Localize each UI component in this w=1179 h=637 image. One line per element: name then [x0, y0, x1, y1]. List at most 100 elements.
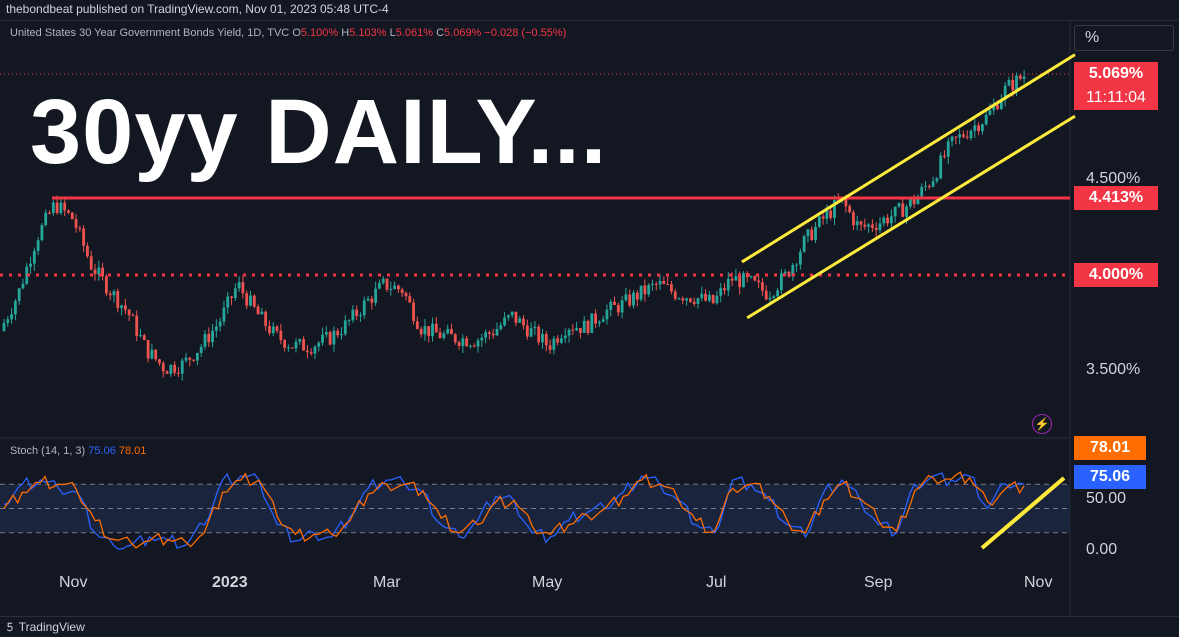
candle-body — [988, 110, 992, 115]
candle-body — [59, 202, 63, 214]
candle-body — [283, 340, 287, 348]
candle-body — [859, 221, 863, 225]
candle-body — [381, 278, 385, 283]
candle-body — [871, 224, 874, 228]
candle-body — [264, 311, 268, 326]
stoch-trendline — [980, 476, 1066, 550]
candle-body — [582, 320, 586, 333]
candle-body — [419, 328, 423, 335]
candle-body — [795, 264, 798, 266]
candle-body — [491, 333, 495, 336]
candle-body — [67, 210, 70, 213]
candle-body — [362, 300, 366, 316]
stoch-tick-0: 0.00 — [1086, 541, 1118, 558]
candle-body — [74, 219, 78, 228]
candle-body — [552, 338, 556, 350]
candle-body — [506, 315, 510, 318]
candle-body — [218, 321, 222, 327]
lightning-icon[interactable]: ⚡ — [1032, 414, 1052, 434]
candle-body — [199, 346, 203, 353]
low-value: 5.061% — [395, 27, 434, 39]
stoch-legend[interactable]: Stoch (14, 1, 3) 75.06 78.01 — [10, 445, 146, 457]
candle-body — [814, 226, 817, 241]
candle-body — [893, 206, 897, 217]
candle-body — [529, 328, 533, 337]
candle-body — [324, 332, 328, 335]
candle-body — [82, 228, 86, 246]
candle-body — [32, 250, 36, 264]
candle-body — [120, 305, 123, 309]
open-value: 5.100% — [300, 27, 339, 39]
stoch-k-tag: 75.06 — [1074, 465, 1146, 489]
candle-body — [347, 320, 351, 322]
candle-body — [370, 298, 374, 303]
candle-body — [294, 341, 298, 349]
candle-body — [723, 288, 726, 291]
candle-body — [336, 330, 340, 336]
candle-body — [662, 280, 666, 284]
candle-body — [131, 315, 135, 317]
candle-body — [476, 340, 480, 347]
candle-body — [510, 311, 514, 316]
candle-body — [677, 298, 681, 300]
candle-body — [912, 199, 916, 205]
candle-body — [446, 328, 450, 334]
candle-body — [567, 329, 571, 336]
candle-body — [1018, 75, 1022, 79]
stoch-band — [0, 483, 1070, 534]
candle-body — [700, 293, 704, 299]
candle-body — [613, 301, 616, 305]
candle-body — [188, 357, 192, 360]
candle-body — [237, 282, 241, 289]
candle-body — [609, 301, 613, 310]
candle-body — [21, 283, 25, 289]
candle-body — [571, 329, 575, 331]
candle-body — [6, 319, 10, 323]
candle-body — [992, 104, 996, 111]
candle-body — [340, 334, 343, 336]
candle-body — [279, 330, 283, 341]
candle-body — [647, 284, 651, 295]
candle-body — [817, 216, 821, 227]
stoch-k-value: 75.06 — [88, 445, 116, 457]
candle-body — [180, 360, 184, 374]
candle-body — [696, 298, 700, 305]
candle-body — [855, 221, 859, 226]
candle-body — [802, 236, 806, 252]
candle-body — [897, 203, 901, 207]
candle-body — [810, 229, 814, 241]
candle-body — [901, 203, 905, 217]
percent-scale-button[interactable]: % — [1074, 25, 1174, 51]
symbol-legend[interactable]: United States 30 Year Government Bonds Y… — [10, 27, 567, 39]
candle-body — [385, 278, 389, 290]
tradingview-logo-icon[interactable]: 𝟻 — [6, 620, 14, 634]
candle-body — [93, 269, 97, 275]
candle-body — [2, 322, 6, 331]
candle-body — [415, 321, 419, 329]
candle-body — [427, 326, 431, 337]
candles — [2, 70, 1026, 381]
candle-body — [711, 294, 715, 304]
candle-body — [692, 301, 696, 305]
stoch-d-value: 78.01 — [118, 445, 147, 457]
candle-body — [438, 332, 442, 339]
candle-body — [465, 338, 469, 347]
stoch-label: Stoch (14, 1, 3) — [10, 445, 86, 457]
candle-body — [798, 251, 802, 265]
candle-body — [620, 300, 624, 313]
candle-body — [378, 282, 381, 289]
candle-body — [825, 210, 829, 219]
candle-body — [203, 333, 207, 347]
candle-body — [40, 225, 44, 241]
channel-lower-line — [746, 114, 1076, 320]
candle-body — [374, 288, 378, 303]
candle-body — [484, 332, 488, 338]
candle-body — [245, 293, 249, 306]
footer-brand: TradingView — [18, 620, 85, 634]
candle-body — [302, 339, 305, 351]
candle-body — [579, 328, 582, 333]
candle-body — [889, 216, 893, 224]
candle-body — [726, 278, 730, 291]
candle-body — [408, 296, 412, 303]
